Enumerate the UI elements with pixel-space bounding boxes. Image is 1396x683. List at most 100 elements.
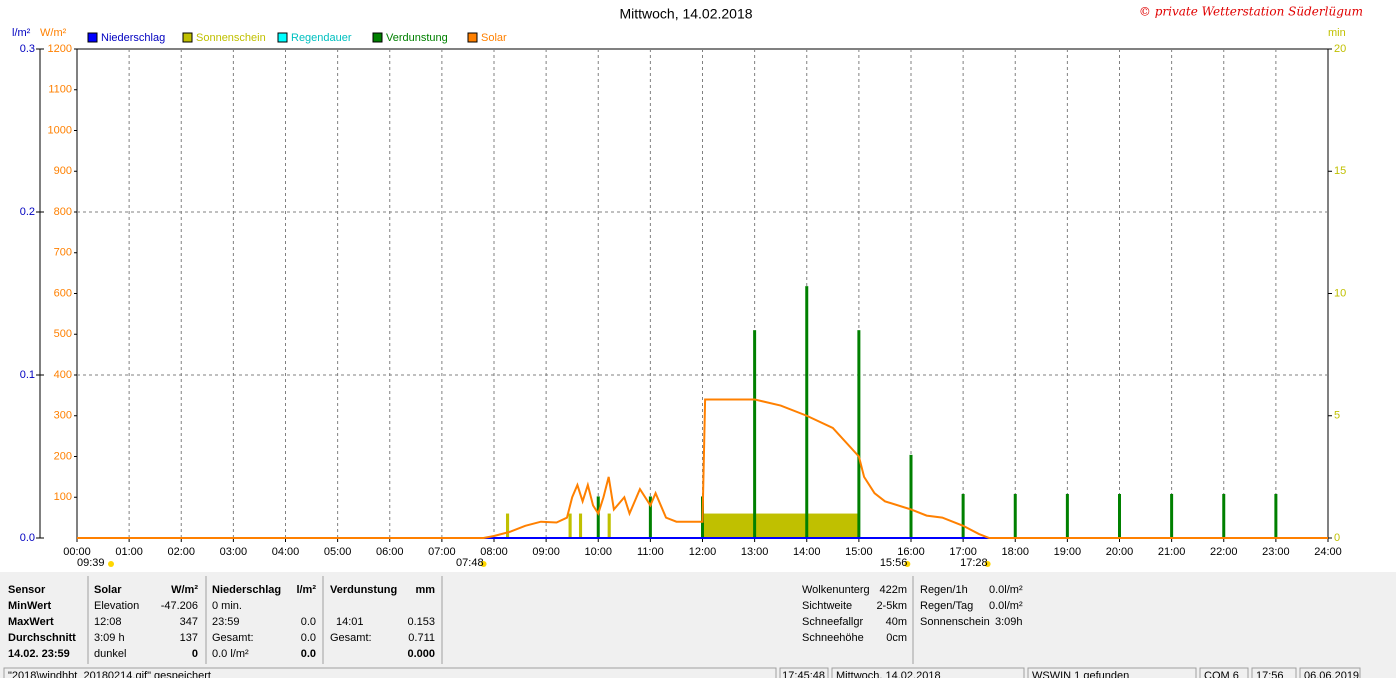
- legend-label: Regendauer: [291, 32, 352, 44]
- status-text: WSWIN 1 gefunden: [1032, 670, 1129, 678]
- x-tick-label: 22:00: [1210, 546, 1238, 558]
- annotation: 09:39: [77, 557, 105, 569]
- status-text: Mittwoch, 14.02.2018: [836, 670, 941, 678]
- y2-tick-label: 15: [1334, 165, 1346, 177]
- evaporation-bar: [596, 496, 600, 538]
- stats-cell: 0.0: [301, 616, 316, 628]
- x-tick-label: 09:00: [532, 546, 560, 558]
- y-tick-label: 900: [54, 165, 72, 177]
- status-text: 06.06.2019: [1304, 670, 1359, 678]
- y2-tick-label: 10: [1334, 287, 1346, 299]
- stats-cell: MaxWert: [8, 616, 54, 628]
- info-label: Sichtweite: [802, 600, 852, 612]
- x-tick-label: 11:00: [637, 546, 664, 558]
- y2-axis-label: min: [1328, 27, 1346, 39]
- x-tick-label: 21:00: [1158, 546, 1186, 558]
- x-tick-label: 07:00: [428, 546, 456, 558]
- sunshine-bar: [505, 513, 510, 538]
- evaporation-bar: [805, 286, 809, 538]
- stats-cell: 0 min.: [212, 600, 242, 612]
- y-tick-label: 500: [54, 328, 72, 340]
- annotation: 15:56: [880, 557, 908, 569]
- y-tick-label: 800: [54, 206, 72, 218]
- x-tick-label: 18:00: [1001, 546, 1029, 558]
- stats-cell: l/m²: [296, 584, 316, 596]
- x-tick-label: 15:00: [845, 546, 873, 558]
- legend-swatch: [277, 32, 288, 43]
- stats-cell: Durchschnitt: [8, 632, 76, 644]
- x-tick-label: 16:00: [897, 546, 925, 558]
- line-series: [77, 398, 1328, 539]
- evaporation-bar: [1170, 493, 1174, 538]
- x-tick-label: 10:00: [584, 546, 612, 558]
- stats-cell: Elevation: [94, 600, 139, 612]
- stats-cell: 14.02. 23:59: [8, 648, 70, 660]
- x-tick-label: 20:00: [1106, 546, 1134, 558]
- legend-label: Solar: [481, 32, 507, 44]
- x-tick-label: 12:00: [689, 546, 717, 558]
- y3-axis-label: l/m²: [12, 27, 31, 39]
- annotation-dot: [984, 561, 991, 567]
- stats-cell: 347: [180, 616, 198, 628]
- y3-tick-label: 0.2: [20, 206, 35, 218]
- stats-cell: 0.000: [407, 648, 435, 660]
- y-tick-label: 200: [54, 450, 72, 462]
- sunshine-bar: [578, 513, 583, 538]
- sunshine-bar: [607, 513, 611, 538]
- status-text: 17:56: [1256, 670, 1284, 678]
- info-label: Schneefallgr: [802, 616, 863, 628]
- legend-swatch: [467, 32, 478, 43]
- annotation-dot: [480, 561, 487, 567]
- stats-cell: 23:59: [212, 616, 240, 628]
- x-tick-label: 13:00: [741, 546, 769, 558]
- y-tick-label: 1100: [48, 84, 72, 96]
- stats-cell: 0.0 l/m²: [212, 648, 249, 660]
- stats-cell: 0: [192, 648, 198, 660]
- x-tick-label: 23:00: [1262, 546, 1290, 558]
- y3-tick-label: 0.0: [20, 532, 35, 544]
- stats-cell: dunkel: [94, 648, 126, 660]
- evaporation-bar: [961, 493, 965, 538]
- status-text: COM 6: [1204, 670, 1239, 678]
- chart-title: Mittwoch, 14.02.2018: [619, 6, 752, 22]
- y-tick-label: 1200: [48, 43, 72, 55]
- x-tick-label: 08:00: [480, 546, 508, 558]
- y2-tick-label: 0: [1334, 532, 1340, 544]
- y3-tick-label: 0.3: [20, 43, 35, 55]
- legend-swatch: [182, 32, 193, 43]
- evaporation-bar: [909, 454, 913, 538]
- evaporation-bar: [648, 496, 652, 538]
- x-tick-label: 01:00: [115, 546, 143, 558]
- legend-label: Niederschlag: [101, 32, 165, 44]
- stats-cell: -47.206: [161, 600, 198, 612]
- x-tick-label: 03:00: [220, 546, 248, 558]
- x-tick-label: 17:00: [949, 546, 977, 558]
- stats-cell: 0.153: [407, 616, 435, 628]
- y-tick-label: 300: [54, 410, 72, 422]
- evaporation-bar: [857, 330, 861, 538]
- info-label: Regen/1h: [920, 584, 968, 596]
- x-tick-label: 19:00: [1054, 546, 1082, 558]
- stats-cell: 14:01: [336, 616, 364, 628]
- stats-cell: 3:09 h: [94, 632, 125, 644]
- info-label: Schneehöhe: [802, 632, 864, 644]
- credit: © private Wetterstation Süderlügum: [1139, 5, 1363, 19]
- stats-cell: Verdunstung: [330, 584, 397, 596]
- stats-cell: MinWert: [8, 600, 52, 612]
- y-axis-label: W/m²: [40, 27, 67, 39]
- info-value: 422m: [879, 584, 907, 596]
- stats-cell: Gesamt:: [330, 632, 372, 644]
- status-text: 17:45:48: [782, 670, 825, 678]
- x-tick-label: 00:00: [63, 546, 91, 558]
- legend-label: Sonnenschein: [196, 32, 266, 44]
- evaporation-bar: [1013, 493, 1017, 538]
- sunshine-bar: [568, 513, 572, 538]
- stats-cell: Solar: [94, 584, 122, 596]
- x-tick-label: 04:00: [272, 546, 300, 558]
- y-tick-label: 1000: [48, 124, 72, 136]
- info-label: Regen/Tag: [920, 600, 973, 612]
- evaporation-bar: [1222, 493, 1226, 538]
- evaporation-bar: [1274, 493, 1278, 538]
- annotation-dot: [108, 561, 114, 567]
- legend-label: Verdunstung: [386, 32, 448, 44]
